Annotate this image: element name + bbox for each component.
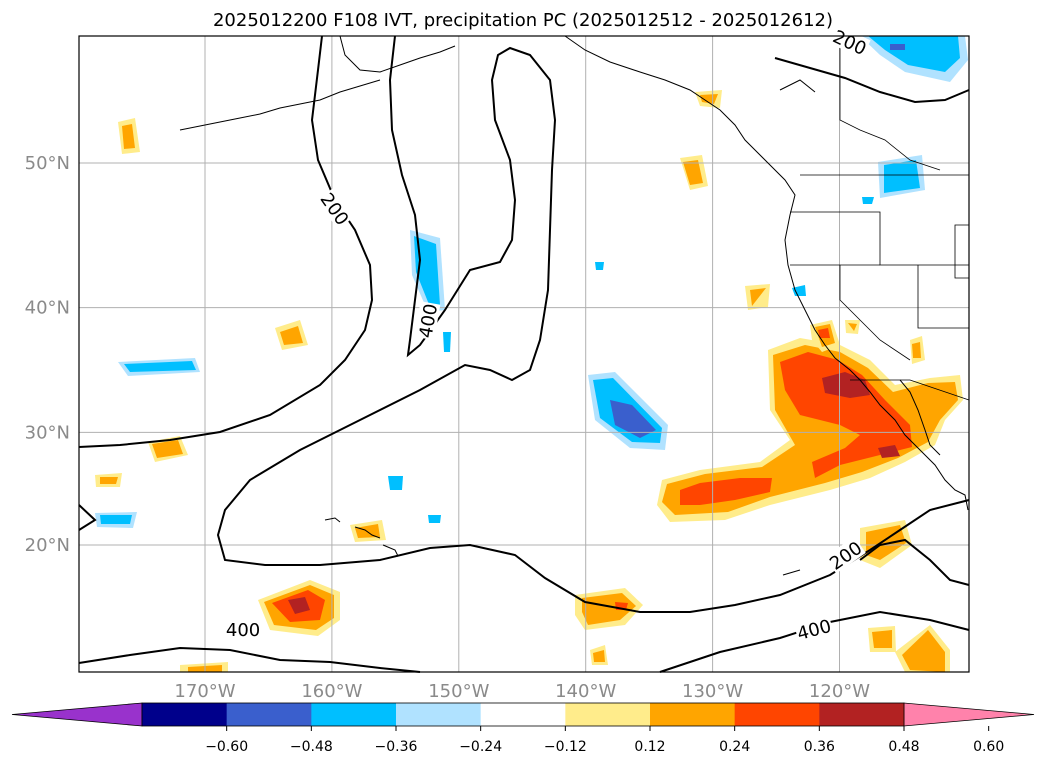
contour-label-bg [793, 614, 834, 644]
colorbar-tick-label: 0.48 [888, 739, 919, 755]
precip-negative-region [595, 262, 604, 270]
colorbar-segment [226, 703, 312, 726]
precip-negative-region [414, 236, 440, 307]
contour-label: 400 [226, 620, 260, 641]
precip-positive-region [750, 288, 766, 306]
lon-axis: 170°W 160°W 150°W 140°W 130°W 120°W [174, 681, 870, 702]
map-frame [78, 35, 970, 673]
colorbar-segment [650, 703, 736, 726]
colorbar-segment [565, 703, 651, 726]
precip-negative-region [443, 332, 451, 352]
lon-tick-label: 120°W [809, 681, 870, 702]
precip-negative-region [862, 197, 874, 204]
colorbar: −0.60 −0.48 −0.36 −0.24 −0.12 0.12 0.24 0.36 0.4… [11, 702, 1035, 755]
precip-negative-region [884, 160, 920, 193]
colorbar-tick-label: 0.24 [719, 739, 750, 755]
precip-positive-region [355, 524, 380, 538]
contour-label-bg [414, 301, 441, 341]
ivt-contour-400 [216, 35, 970, 613]
precip-shading [95, 36, 968, 672]
colorbar-segment [142, 703, 228, 726]
precip-positive-region [100, 477, 118, 484]
lat-tick-label: 30°N [25, 422, 70, 443]
ivt-contour-200 [859, 538, 970, 586]
precip-negative-region [428, 515, 441, 523]
precip-positive-region [878, 445, 900, 458]
colorbar-tick-label: −0.24 [459, 739, 502, 755]
colorbar-tick-label: 0.12 [634, 739, 665, 755]
lon-tick-label: 130°W [682, 681, 743, 702]
colorbar-tick-label: −0.48 [290, 739, 333, 755]
lon-tick-label: 170°W [174, 681, 235, 702]
map-title: 2025012200 F108 IVT, precipitation PC (2… [213, 10, 833, 31]
precip-positive-region [683, 160, 703, 185]
colorbar-segment [734, 703, 820, 726]
colorbar-tick-label: 0.60 [973, 739, 1004, 755]
colorbar-segment [819, 703, 905, 726]
precip-positive-region [662, 345, 958, 515]
colorbar-extend-low [11, 702, 143, 727]
precip-negative-region [124, 361, 196, 372]
political-boundaries [790, 36, 970, 401]
lat-axis: 50°N 40°N 30°N 20°N [25, 153, 70, 556]
lat-tick-label: 50°N [25, 153, 70, 174]
precip-negative-region [100, 515, 132, 524]
precip-positive-region [700, 94, 718, 104]
colorbar-tick-label: −0.12 [544, 739, 587, 755]
precip-positive-region [818, 328, 830, 338]
precip-positive-region [593, 650, 605, 662]
precip-positive-region [280, 326, 303, 345]
precip-positive-region [848, 323, 857, 331]
colorbar-tick-label: 0.36 [804, 739, 835, 755]
precip-positive-region [152, 440, 183, 458]
precip-positive-region [780, 352, 912, 478]
ivt-contour-400 [78, 646, 421, 673]
lon-tick-label: 160°W [301, 681, 362, 702]
lat-tick-label: 20°N [25, 535, 70, 556]
precip-positive-region [122, 124, 135, 149]
contour-label-bg [225, 618, 262, 639]
precip-positive-region [912, 342, 921, 358]
ivt-contour-200 [78, 35, 374, 448]
colorbar-extend-high [903, 702, 1035, 727]
ivt-contours [78, 35, 970, 673]
ivt-contour-200 [774, 57, 970, 104]
lat-tick-label: 40°N [25, 298, 70, 319]
precip-positive-region [582, 593, 636, 625]
precip-positive-region [288, 597, 310, 614]
colorbar-tick-label: −0.60 [205, 739, 248, 755]
precip-positive-region [680, 478, 772, 505]
precip-negative-region [388, 476, 403, 490]
colorbar-segment [311, 703, 397, 726]
precip-positive-region [872, 630, 892, 648]
ivt-contour-200 [78, 504, 97, 531]
contour-label-bg [824, 536, 866, 574]
lon-tick-label: 150°W [428, 681, 489, 702]
precip-negative-region [610, 400, 656, 438]
precip-positive-region [902, 630, 945, 672]
coastlines [179, 35, 969, 576]
precip-negative-region [890, 44, 905, 50]
colorbar-segment [396, 703, 482, 726]
precip-negative-region [792, 285, 806, 296]
lon-tick-label: 140°W [555, 681, 616, 702]
contour-label-bg [829, 25, 871, 59]
contour-label-bg [316, 188, 354, 230]
colorbar-frame [141, 702, 905, 727]
colorbar-tick-label: −0.36 [375, 739, 418, 755]
colorbar-segment [480, 703, 566, 726]
graticule [79, 36, 969, 672]
